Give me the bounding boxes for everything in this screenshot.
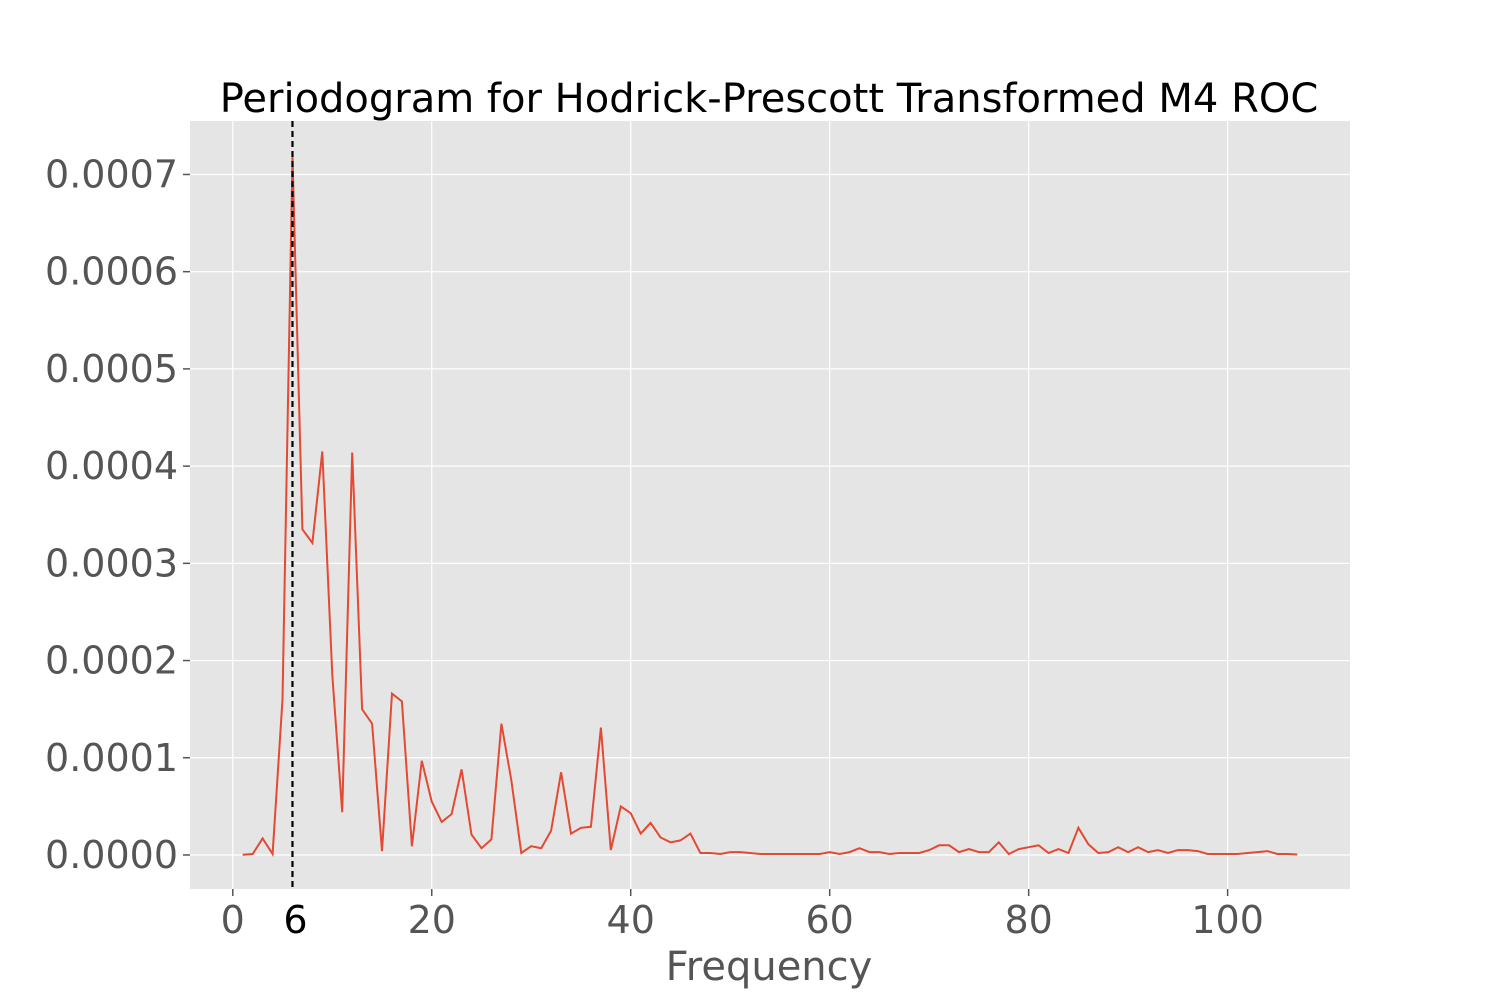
x-tick-label: 0 [221,898,245,942]
x-tick-label: 100 [1191,898,1264,942]
y-tick-label: 0.0005 [45,347,178,391]
plot-area [190,121,1350,889]
y-tick-label: 0.0007 [45,152,178,196]
grid-lines [190,121,1350,889]
x-tick-label: 60 [806,898,854,942]
chart-title: Periodogram for Hodrick-Prescott Transfo… [220,76,1319,122]
y-axis: 0.0000 0.0001 0.0002 0.0003 0.0004 0.0005 0.00… [45,152,190,877]
periodogram-line [242,156,1298,858]
x-tick-label: 20 [408,898,456,942]
y-tick-label: 0.0003 [45,541,178,585]
y-tick-label: 0.0004 [45,444,178,488]
x-axis-label: Frequency [666,944,873,990]
y-tick-label: 0.0006 [45,250,178,294]
y-tick-label: 0.0000 [45,833,178,877]
y-tick-label: 0.0002 [45,639,178,683]
x-tick-label: 40 [607,898,655,942]
y-tick-label: 0.0001 [45,736,178,780]
x-tick-label: 80 [1004,898,1052,942]
peak-frequency-label: 6 [283,898,307,942]
x-axis: 0 20 40 60 80 100 [221,889,1264,942]
